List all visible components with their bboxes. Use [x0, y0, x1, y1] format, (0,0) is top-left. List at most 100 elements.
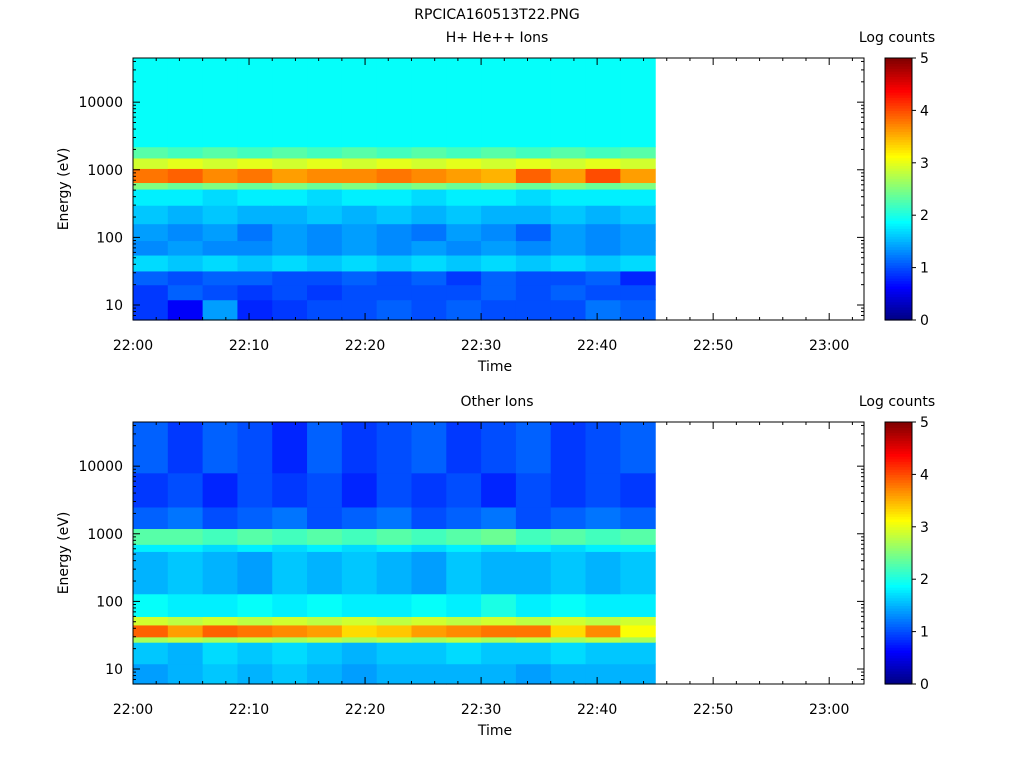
colorbar-swatch: [885, 191, 912, 195]
colorbar-swatch: [885, 126, 912, 130]
heatmap-cell: [620, 642, 656, 665]
heatmap-cell: [620, 58, 656, 148]
heatmap-cell: [202, 636, 239, 643]
colorbar-swatch: [885, 555, 912, 559]
colorbar-tick-label: 5: [920, 415, 929, 431]
heatmap-cell: [237, 299, 273, 321]
colorbar-tick-label: 4: [920, 467, 929, 483]
colorbar-swatch: [885, 136, 912, 140]
heatmap-cell: [272, 506, 308, 530]
heatmap-cell: [585, 182, 621, 190]
heatmap-cell: [341, 663, 378, 685]
heatmap-cell: [550, 528, 587, 545]
heatmap-cell: [550, 472, 587, 508]
colorbar-swatch: [885, 128, 912, 132]
heatmap-cell: [446, 506, 482, 530]
heatmap-cell: [307, 624, 343, 638]
heatmap-cell: [620, 624, 656, 638]
heatmap-cell: [272, 58, 308, 148]
heatmap-cell: [550, 240, 587, 256]
colorbar-swatch: [885, 647, 912, 651]
colorbar-swatch: [885, 264, 912, 269]
colorbar-swatch: [885, 118, 912, 122]
heatmap-cell: [272, 146, 308, 159]
heatmap-cell: [550, 157, 587, 169]
colorbar-swatch: [885, 524, 912, 528]
heatmap-cell: [411, 270, 447, 286]
heatmap-cell: [620, 472, 656, 508]
colorbar-swatch: [885, 615, 912, 620]
heatmap-cell: [585, 636, 621, 643]
colorbar-swatch: [885, 508, 912, 512]
heatmap-cell: [515, 146, 552, 159]
heatmap-cell: [133, 616, 169, 626]
heatmap-cell: [446, 223, 482, 242]
heatmap-cell: [515, 168, 552, 184]
colorbar-swatch: [885, 157, 912, 161]
heatmap-cell: [446, 168, 482, 184]
heatmap-cell: [376, 636, 413, 643]
heatmap-cell: [585, 593, 621, 617]
heatmap-cell: [376, 157, 413, 169]
heatmap-cell: [446, 270, 482, 286]
heatmap-cell: [272, 551, 308, 595]
heatmap-cell: [550, 506, 587, 530]
heatmap-cell: [411, 422, 447, 474]
heatmap-cell: [585, 624, 621, 638]
heatmap-cell: [550, 188, 587, 206]
heatmap-cell: [307, 223, 343, 242]
heatmap-cell: [272, 223, 308, 242]
colorbar-swatch: [885, 220, 912, 224]
heatmap-cell: [237, 58, 273, 148]
heatmap-cell: [446, 299, 482, 321]
colorbar-swatch: [885, 657, 912, 662]
heatmap-cell: [272, 182, 308, 190]
heatmap-cell: [133, 146, 169, 159]
heatmap-cell: [550, 624, 587, 638]
colorbar-swatch: [885, 636, 912, 641]
heatmap-cell: [446, 146, 482, 159]
heatmap-cell: [307, 240, 343, 256]
colorbar-swatch: [885, 270, 912, 274]
colorbar-swatch: [885, 168, 912, 172]
heatmap-cell: [202, 254, 239, 272]
heatmap-cell: [585, 551, 621, 595]
heatmap-cell: [515, 636, 552, 643]
heatmap-cell: [237, 422, 273, 474]
colorbar-swatch: [885, 152, 912, 156]
heatmap-cell: [237, 551, 273, 595]
colorbar-swatch: [885, 521, 912, 525]
colorbar-swatch: [885, 223, 912, 227]
heatmap-cell: [307, 188, 343, 206]
colorbar-swatch: [885, 511, 912, 515]
colorbar-swatch: [885, 113, 912, 117]
heatmap-cell: [167, 422, 204, 474]
colorbar-swatch: [885, 422, 912, 426]
heatmap-cell: [272, 624, 308, 638]
heatmap-cell: [481, 506, 517, 530]
heatmap-cell: [550, 146, 587, 159]
heatmap-cell: [620, 254, 656, 272]
heatmap-cell: [307, 506, 343, 530]
colorbar-swatch: [885, 196, 912, 201]
heatmap-cell: [202, 544, 239, 552]
colorbar-swatch: [885, 435, 912, 439]
colorbar-swatch: [885, 204, 912, 208]
colorbar-swatch: [885, 663, 912, 667]
colorbar-swatch: [885, 241, 912, 245]
heatmap-cell: [341, 284, 378, 301]
x-tick-label: 22:30: [461, 338, 501, 354]
heatmap-cell: [202, 146, 239, 159]
heatmap-cell: [515, 642, 552, 665]
heatmap-cell: [341, 299, 378, 321]
x-tick-label: 22:00: [113, 702, 153, 718]
colorbar-swatch: [885, 649, 912, 654]
heatmap-cell: [167, 616, 204, 626]
colorbar-swatch: [885, 461, 912, 465]
colorbar-swatch: [885, 429, 912, 434]
heatmap-cell: [202, 624, 239, 638]
heatmap-cell: [341, 157, 378, 169]
heatmap-cell: [620, 528, 656, 545]
heatmap-cell: [411, 624, 447, 638]
heatmap-cell: [202, 205, 239, 225]
